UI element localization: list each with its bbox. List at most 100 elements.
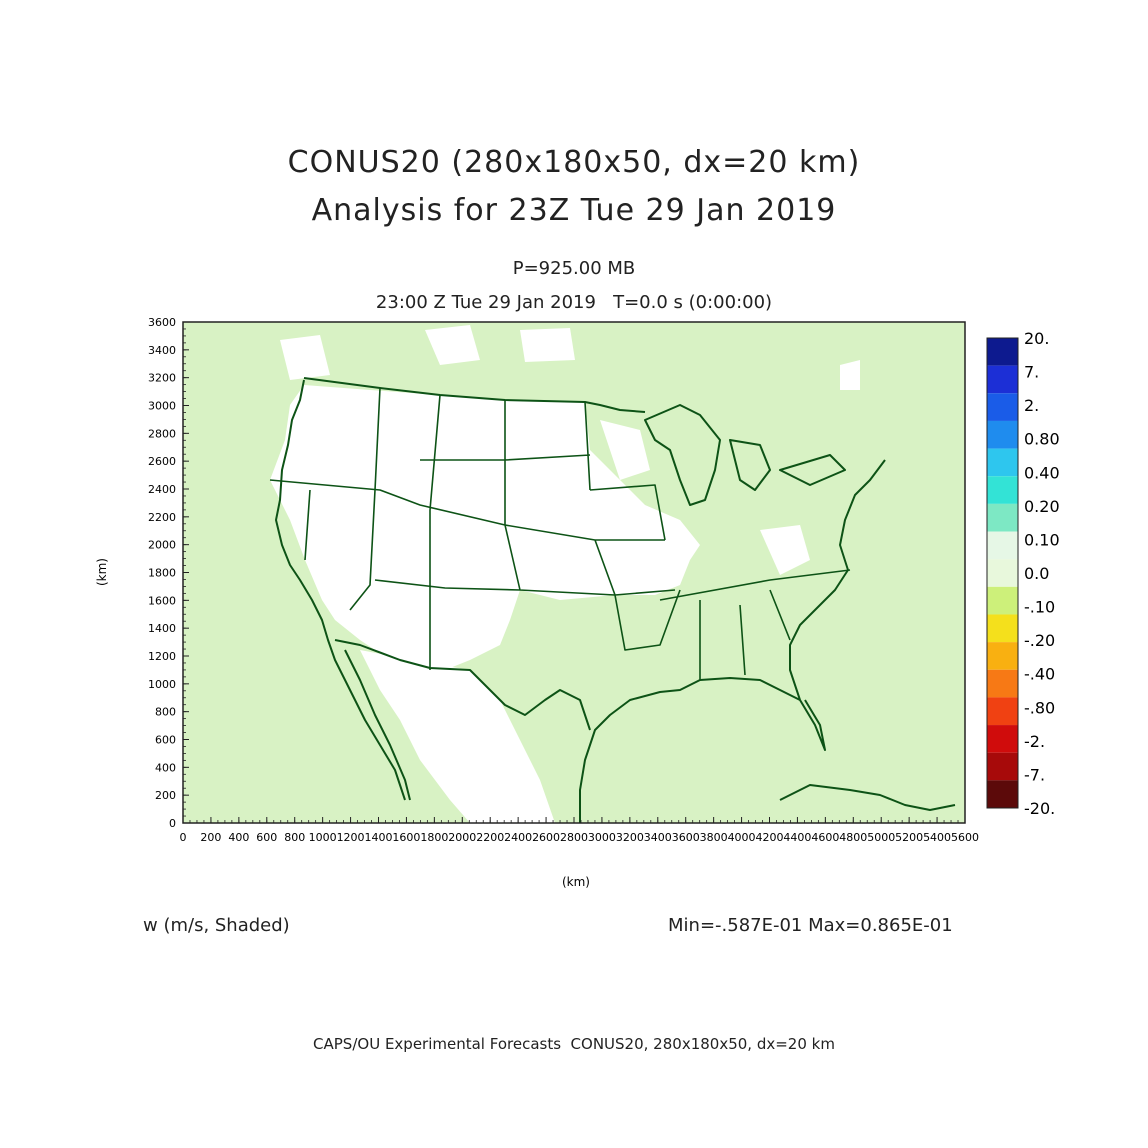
colorbar-label: 0.10 (1024, 530, 1060, 549)
y-axis-label: (km) (95, 558, 109, 586)
gulf-coastline (579, 677, 801, 823)
us-canada-border (303, 377, 646, 413)
y-tick-label: 3200 (148, 372, 176, 385)
x-tick-label: 3800 (700, 831, 728, 844)
y-tick-label: 200 (155, 789, 176, 802)
x-tick-label: 5200 (895, 831, 923, 844)
colorbar-label: 0.40 (1024, 463, 1060, 482)
y-tick-label: 2800 (148, 427, 176, 440)
x-tick-label: 3000 (588, 831, 616, 844)
y-tick-label: 1400 (148, 622, 176, 635)
colorbar-swatch (987, 365, 1018, 394)
x-axis: 0 200 400 600 800 1000 1200 1400 1600 1800 2000 220… (180, 817, 979, 844)
y-tick-label: 1800 (148, 567, 176, 580)
y-tick-label: 800 (155, 706, 176, 719)
colorbar-label: -7. (1024, 765, 1045, 784)
x-tick-label: 1600 (392, 831, 420, 844)
east-coastline (789, 459, 886, 751)
chart-subtitle: Analysis for 23Z Tue 29 Jan 2019 (311, 193, 837, 228)
x-tick-label: 3600 (672, 831, 700, 844)
valid-time-label: 23:00 Z Tue 29 Jan 2019 T=0.0 s (0:00:00… (375, 292, 773, 313)
x-tick-label: 800 (284, 831, 305, 844)
x-tick-label: 5600 (951, 831, 979, 844)
x-tick-label: 2600 (532, 831, 560, 844)
y-axis: 0 200 400 600 800 1000 1200 1400 1600 1800 2000 220… (148, 316, 189, 830)
x-tick-label: 1800 (420, 831, 448, 844)
colorbar-label: 0.20 (1024, 497, 1060, 516)
colorbar-swatch (987, 642, 1018, 670)
x-tick-label: 5000 (867, 831, 895, 844)
min-max-label: Min=-.587E-01 Max=0.865E-01 (668, 915, 953, 936)
colorbar-swatch (987, 420, 1018, 449)
x-tick-label: 2000 (448, 831, 476, 844)
colorbar-swatch (987, 476, 1018, 504)
colorbar-swatch (987, 752, 1018, 781)
y-tick-label: 400 (155, 761, 176, 774)
y-tick-label: 3000 (148, 400, 176, 413)
x-tick-label: 4000 (728, 831, 756, 844)
y-tick-label: 2600 (148, 455, 176, 468)
colorbar-label: -.20 (1024, 631, 1055, 650)
west-coastline (275, 379, 406, 801)
pressure-level-label: P=925.00 MB (512, 258, 636, 279)
colorbar-label: -.80 (1024, 698, 1055, 717)
colorbar-label: -.40 (1024, 665, 1055, 684)
x-tick-label: 4800 (839, 831, 867, 844)
x-tick-label: 200 (200, 831, 221, 844)
colorbar-swatch (987, 338, 1018, 366)
x-tick-label: 2800 (560, 831, 588, 844)
colorbar: 20. 7. 2. 0.80 0.40 0.20 0.10 0.0 -.10 -.20 -.40 -.… (986, 329, 1060, 818)
colorbar-swatch (987, 780, 1018, 808)
colorbar-label: 20. (1024, 329, 1049, 348)
land-shading (270, 325, 860, 823)
field-label: w (m/s, Shaded) (143, 915, 290, 936)
y-tick-label: 3400 (148, 344, 176, 357)
x-tick-label: 600 (256, 831, 277, 844)
colorbar-swatch (987, 614, 1018, 643)
colorbar-label: 0.80 (1024, 430, 1060, 449)
y-tick-label: 2400 (148, 483, 176, 496)
cuba-coastline (779, 784, 956, 811)
colorbar-frame (986, 337, 1019, 809)
colorbar-label: -20. (1024, 799, 1055, 818)
y-tick-label: 600 (155, 734, 176, 747)
colorbar-label: 0.0 (1024, 564, 1049, 583)
y-tick-label: 1200 (148, 650, 176, 663)
colorbar-swatch (987, 669, 1018, 698)
x-tick-label: 2400 (504, 831, 532, 844)
state-lines (269, 387, 851, 680)
x-tick-label: 3200 (616, 831, 644, 844)
x-tick-label: 2200 (476, 831, 504, 844)
colorbar-swatch (987, 503, 1018, 532)
colorbar-label: -.10 (1024, 598, 1055, 617)
x-tick-label: 4200 (756, 831, 784, 844)
y-tick-label: 1000 (148, 678, 176, 691)
colorbar-swatch (987, 725, 1018, 753)
us-mexico-border (334, 639, 591, 731)
great-lakes (644, 404, 846, 506)
colorbar-label: -2. (1024, 732, 1045, 751)
x-tick-label: 1200 (337, 831, 365, 844)
baja-coastline (344, 649, 411, 801)
y-tick-label: 2200 (148, 511, 176, 524)
colorbar-swatch (987, 531, 1018, 560)
x-tick-label: 4600 (811, 831, 839, 844)
x-tick-label: 3400 (644, 831, 672, 844)
y-tick-label: 2000 (148, 539, 176, 552)
y-tick-label: 0 (169, 817, 176, 830)
chart-title: CONUS20 (280x180x50, dx=20 km) (287, 145, 861, 180)
y-tick-label: 3600 (148, 316, 176, 329)
colorbar-swatch (987, 697, 1018, 726)
y-tick-label: 1600 (148, 594, 176, 607)
colorbar-swatch (987, 393, 1018, 421)
colorbar-label: 7. (1024, 363, 1039, 382)
x-tick-label: 1400 (365, 831, 393, 844)
boundaries (269, 377, 956, 823)
colorbar-swatch (987, 448, 1018, 477)
footer-credit: CAPS/OU Experimental Forecasts CONUS20, … (313, 1035, 835, 1053)
x-tick-label: 5400 (923, 831, 951, 844)
colorbar-label: 2. (1024, 396, 1039, 415)
x-tick-label: 1000 (309, 831, 337, 844)
colorbar-swatch (987, 586, 1018, 615)
